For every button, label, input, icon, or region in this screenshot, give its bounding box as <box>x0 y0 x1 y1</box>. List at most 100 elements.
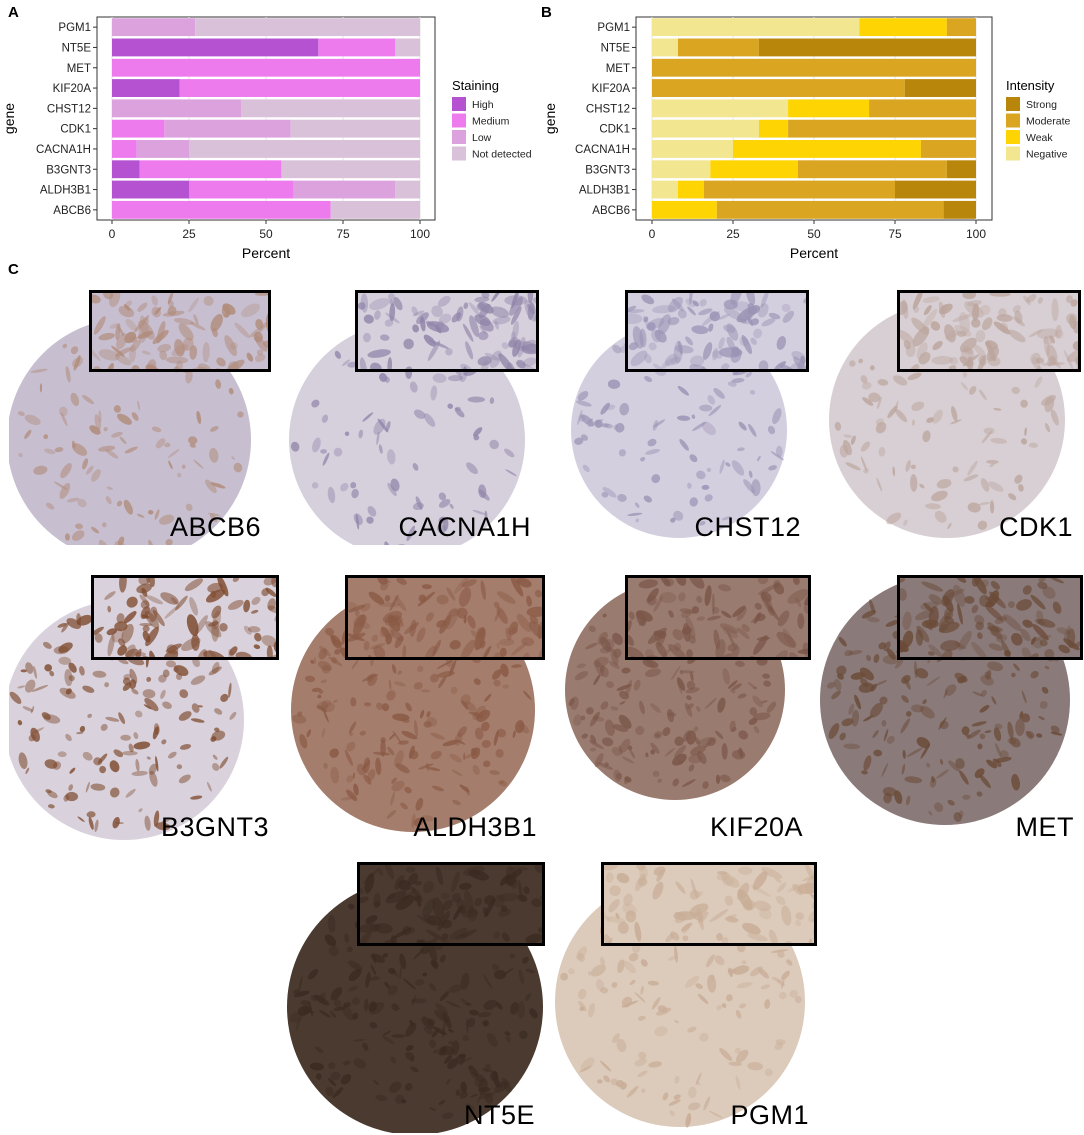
inset-fleck <box>538 927 542 934</box>
tissue-fleck <box>737 447 745 452</box>
inset-fleck <box>803 601 808 614</box>
bar-segment-low <box>164 119 291 138</box>
inset-fleck <box>971 578 981 587</box>
tissue-fleck <box>350 697 357 707</box>
tissue-fleck <box>577 391 589 401</box>
magnified-inset <box>91 575 279 660</box>
tissue-fleck <box>33 665 37 679</box>
tissue-fleck <box>214 727 220 732</box>
tissue-fleck <box>211 730 226 741</box>
tissue-fleck <box>977 743 983 750</box>
inset-fleck <box>977 632 983 640</box>
tissue-fleck <box>690 745 707 756</box>
inset-fleck <box>403 338 414 350</box>
tissue-fleck <box>310 995 319 1002</box>
tissue-fleck <box>323 709 329 723</box>
tissue-fleck <box>674 945 678 963</box>
bar-segment-not-detected <box>189 140 420 158</box>
tissue-fleck <box>612 724 629 732</box>
tissue-fleck <box>388 679 392 690</box>
tissue-fleck <box>387 482 397 497</box>
tissue-fleck <box>519 1030 528 1039</box>
inset-fleck <box>721 937 729 943</box>
tissue-fleck <box>693 726 699 732</box>
tissue-fleck <box>670 517 676 523</box>
tissue-fleck <box>688 764 695 772</box>
tissue-fleck <box>505 1036 511 1042</box>
tissue-fleck <box>318 648 328 660</box>
inset-fleck <box>745 293 756 306</box>
inset-fleck <box>677 309 687 319</box>
tissue-fleck <box>950 419 962 425</box>
inset-fleck <box>930 321 941 331</box>
tissue-fleck <box>228 387 234 395</box>
inset-fleck <box>118 638 126 647</box>
tissue-fleck <box>446 1000 461 1008</box>
tissue-image-cacna1h: CACNA1H <box>277 290 541 545</box>
inset-fleck <box>653 595 663 612</box>
tissue-fleck <box>1039 700 1048 709</box>
tissue-fleck <box>707 395 716 405</box>
tissue-fleck <box>960 382 968 391</box>
tissue-fleck <box>739 1003 747 1009</box>
inset-fleck <box>797 613 805 629</box>
tissue-fleck <box>44 759 58 769</box>
inset-detail <box>358 293 536 369</box>
inset-detail <box>360 865 542 943</box>
tissue-fleck <box>481 740 491 748</box>
inset-fleck <box>1030 594 1046 610</box>
tissue-fleck <box>515 720 525 734</box>
tissue-fleck <box>103 426 108 432</box>
inset-fleck <box>137 331 153 339</box>
tissue-fleck <box>859 667 875 681</box>
inset-fleck <box>512 320 520 341</box>
inset-fleck <box>987 356 1001 367</box>
x-axis-label: Percent <box>242 245 290 261</box>
tissue-fleck <box>893 375 908 386</box>
tissue-fleck <box>928 810 933 816</box>
inset-fleck <box>606 916 626 924</box>
tissue-fleck <box>731 460 745 476</box>
bar-segment-not-detected <box>281 160 420 179</box>
tissue-fleck <box>363 774 372 785</box>
tissue-fleck <box>626 1085 639 1098</box>
tissue-fleck <box>717 697 726 713</box>
panel-label-c: C <box>8 261 19 278</box>
tissue-fleck <box>687 1102 701 1111</box>
inset-fleck <box>768 312 781 320</box>
tissue-fleck <box>772 408 782 425</box>
tissue-fleck <box>350 482 357 489</box>
tissue-core <box>9 600 244 840</box>
tissue-fleck <box>30 706 35 714</box>
tissue-fleck <box>118 712 126 724</box>
tissue-fleck <box>1011 773 1020 791</box>
tissue-fleck <box>963 474 979 482</box>
tissue-fleck <box>24 414 41 426</box>
inset-fleck <box>711 593 715 616</box>
inset-fleck <box>253 644 261 650</box>
tissue-fleck <box>905 460 911 472</box>
tissue-fleck <box>484 510 488 521</box>
inset-fleck <box>125 318 137 331</box>
inset-fleck <box>468 302 481 317</box>
tissue-fleck <box>483 999 498 1011</box>
tissue-fleck <box>405 1051 415 1061</box>
inset-fleck <box>1037 618 1056 628</box>
bar-segment-low <box>293 180 396 199</box>
inset-fleck <box>931 355 954 365</box>
tissue-fleck <box>413 682 423 690</box>
tissue-fleck <box>828 723 840 739</box>
inset-fleck <box>773 582 785 595</box>
inset-fleck <box>956 330 967 337</box>
inset-fleck <box>139 623 153 627</box>
tissue-fleck <box>926 676 941 687</box>
tissue-fleck <box>185 503 193 512</box>
tissue-fleck <box>902 749 906 759</box>
tissue-fleck <box>858 358 864 364</box>
inset-fleck <box>425 612 434 622</box>
bar-segment-negative <box>652 140 733 158</box>
tissue-fleck <box>165 660 177 668</box>
inset-fleck <box>668 644 687 657</box>
tissue-fleck <box>525 993 532 1001</box>
inset-fleck <box>355 609 360 617</box>
